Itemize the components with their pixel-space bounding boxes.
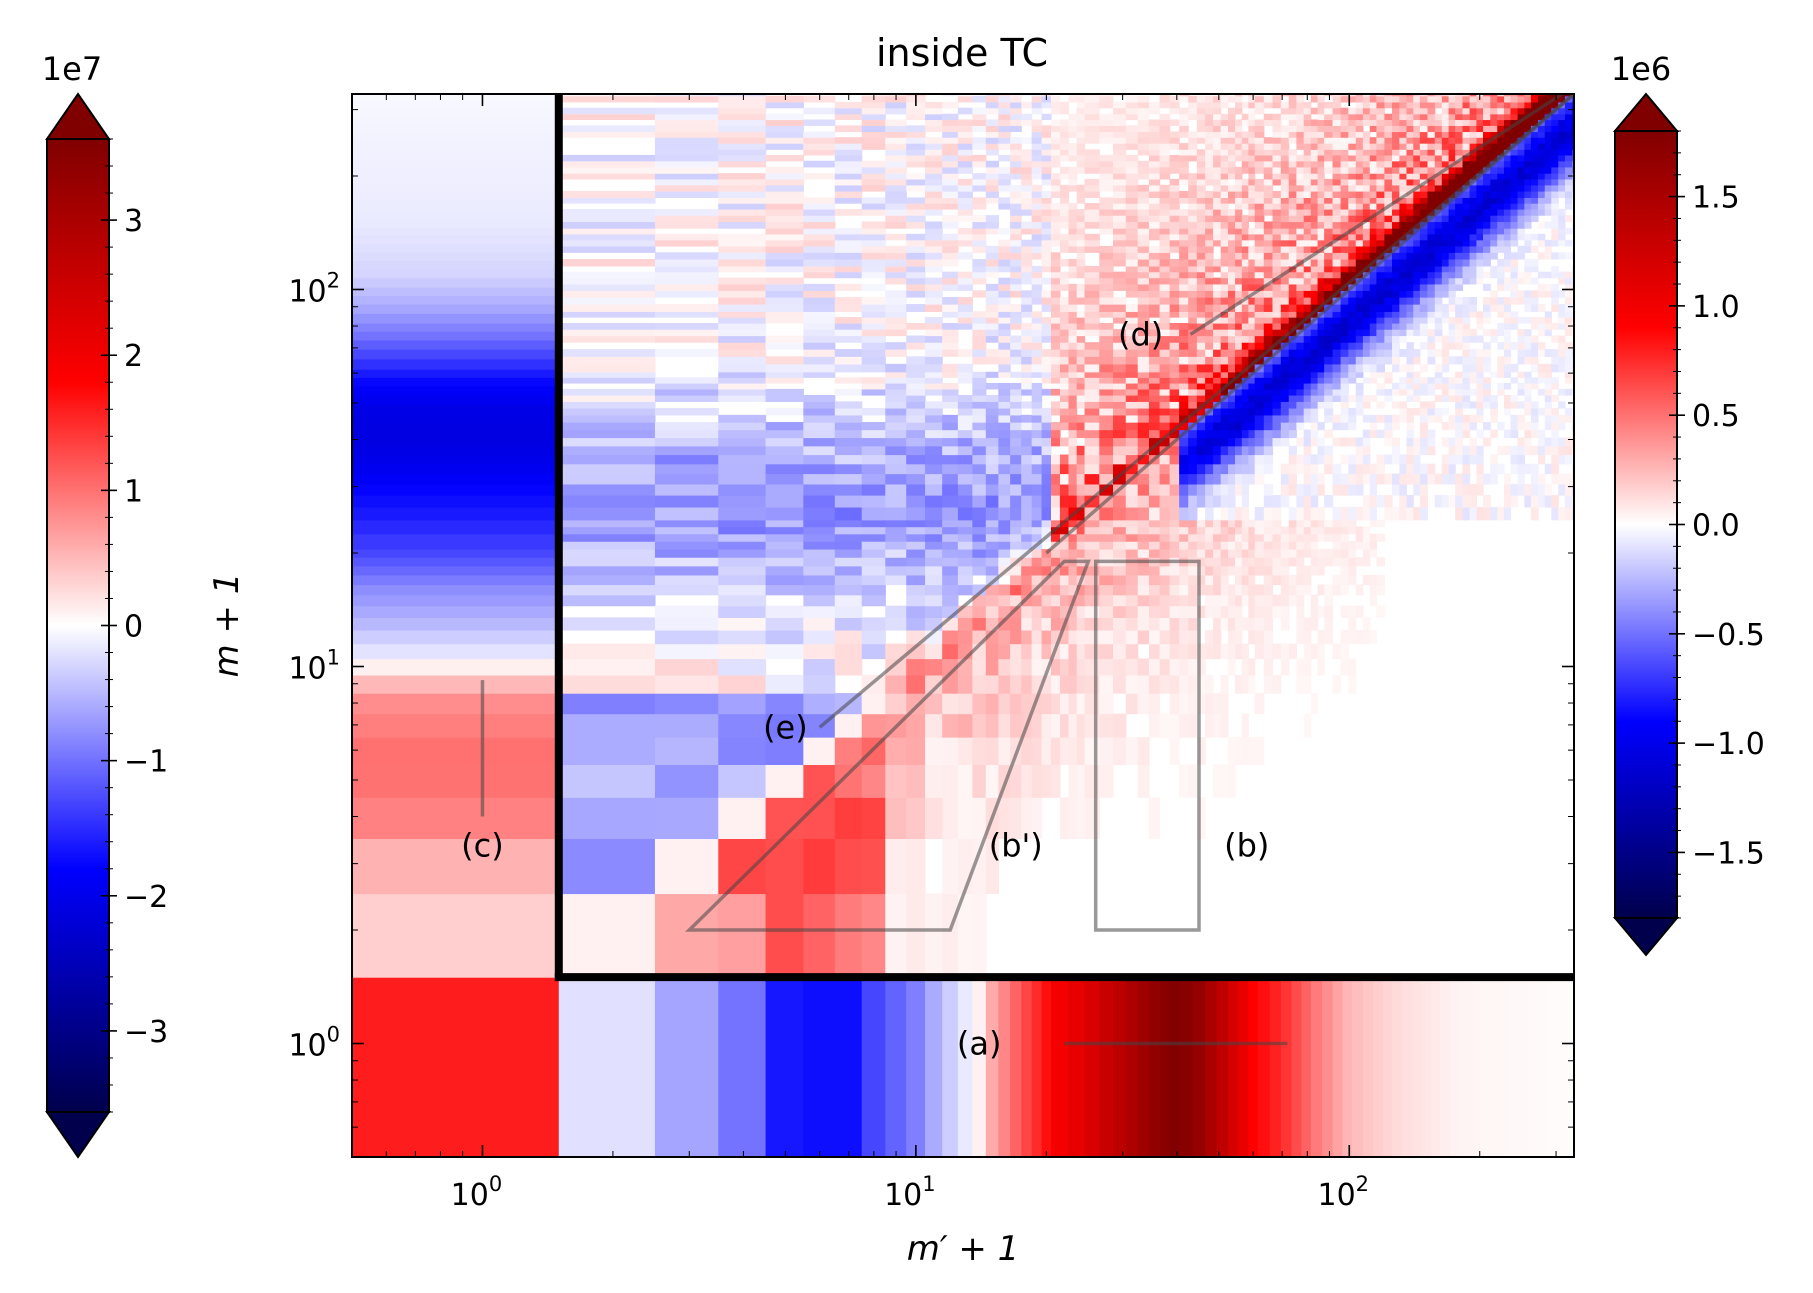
colorbar-tick-label: 1.0 <box>1692 290 1740 325</box>
colorbar-tick-label: 0 <box>124 610 143 645</box>
colorbar-right-offset: 1e6 <box>1611 50 1671 88</box>
colorbar-tick-label: 0.0 <box>1692 509 1740 544</box>
annotation-label: (e) <box>763 708 808 746</box>
colorbar-tick-label: −1.0 <box>1692 727 1765 762</box>
colorbar-tick-label: 1.5 <box>1692 181 1740 216</box>
annotation-region <box>1093 559 1201 932</box>
x-axis-label: m′ + 1 <box>907 1229 1020 1269</box>
colorbar-tick-label: 0.5 <box>1692 399 1740 434</box>
colorbar-tick-label: −2 <box>124 880 168 915</box>
colorbar-left-offset: 1e7 <box>42 50 102 88</box>
annotation-line <box>1189 94 1564 336</box>
annotation-1 <box>1093 559 1201 932</box>
colorbar-left: 1e7 −3 −2 −1 0 1 2 3 <box>42 50 168 1159</box>
colorbar-tick-label: −1 <box>124 745 168 780</box>
y-tick-label: 102 <box>288 268 340 309</box>
y-tick-label: 100 <box>288 1023 340 1064</box>
annotation-region <box>685 559 1091 932</box>
x-tick-label: 102 <box>1317 1172 1369 1213</box>
chart-title: inside TC <box>876 31 1048 75</box>
colorbar-right-extend-top <box>1612 92 1680 132</box>
colorbar-tick-label: −3 <box>124 1015 168 1050</box>
colorbar-tick-label: 3 <box>124 204 143 239</box>
colorbar-right: 1e6 −1.5 −1.0 −0.5 0.0 0.5 1.0 1.5 <box>1611 50 1765 957</box>
colorbar-tick-label: 2 <box>124 339 143 374</box>
divider-lines <box>554 94 1574 982</box>
axis-ticks: 100 101 102 100 101 102 <box>288 94 1574 1213</box>
annotation-4 <box>1189 94 1564 336</box>
colorbar-tick-label: −1.5 <box>1692 836 1765 871</box>
annotation-label: (c) <box>461 827 504 865</box>
colorbar-right-extend-bottom <box>1612 917 1680 957</box>
plot-frame <box>351 93 1575 1158</box>
colorbar-right-body <box>1614 130 1678 919</box>
annotation-label: (d) <box>1118 315 1163 353</box>
colorbar-left-body <box>46 138 110 1113</box>
y-axis-label: m + 1 <box>207 573 247 678</box>
x-tick-label: 100 <box>451 1172 503 1213</box>
colorbar-tick-label: 1 <box>124 474 143 509</box>
annotation-label: (a) <box>957 1025 1002 1063</box>
diagonal-line <box>1045 94 1574 555</box>
annotation-5 <box>818 94 1574 729</box>
colorbar-left-extend-bottom <box>45 1111 111 1159</box>
x-tick-label: 101 <box>884 1172 936 1213</box>
annotation-label: (b') <box>989 827 1043 865</box>
colorbar-tick-label: −0.5 <box>1692 618 1765 653</box>
annotation-line <box>818 94 1574 729</box>
annotations <box>480 94 1574 1046</box>
annotation-labels: (a) (b) (b') (c) (d) (e) <box>461 315 1269 1062</box>
annotation-label: (b) <box>1224 827 1269 865</box>
y-tick-label: 101 <box>288 645 340 686</box>
colorbar-left-extend-top <box>45 92 111 140</box>
annotation-2 <box>685 559 1091 932</box>
